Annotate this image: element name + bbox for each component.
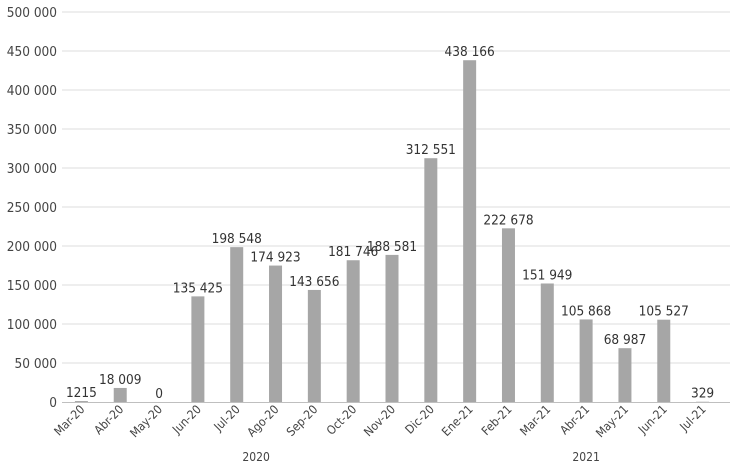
bar [269, 265, 283, 402]
bar [385, 254, 399, 402]
bar [463, 60, 477, 402]
x-tick-label: Oct-20 [324, 402, 360, 438]
data-label: 151 949 [522, 267, 572, 283]
x-tick-label: Abr-20 [91, 402, 126, 437]
x-tick-label: Abr-21 [557, 402, 592, 437]
y-tick-label: 450 000 [7, 44, 57, 60]
y-tick-label: 250 000 [7, 200, 57, 216]
x-tick-label: Jul-21 [676, 402, 708, 434]
y-tick-label: 500 000 [7, 5, 57, 21]
bar [618, 348, 632, 402]
y-tick-label: 50 000 [15, 356, 57, 372]
data-label: 222 678 [483, 212, 533, 228]
x-tick-label: Jun-21 [635, 402, 670, 437]
x-tick-label: May-21 [593, 402, 631, 440]
x-tick-label: Jul-20 [211, 402, 243, 434]
data-label: 143 656 [289, 274, 339, 290]
y-tick-label: 200 000 [7, 239, 57, 255]
x-axis-tick-labels: Mar-20 Abr-20 May-20 Jun-20 Jul-20 Ago-20 Sep-… [51, 402, 708, 440]
data-label: 105 868 [561, 303, 611, 319]
bar [74, 401, 88, 402]
data-label: 0 [155, 386, 163, 402]
x-tick-label: Ago-20 [244, 402, 281, 439]
data-label: 18 009 [99, 372, 141, 388]
bar [424, 158, 438, 402]
bar [307, 289, 321, 402]
x-tick-label: Sep-20 [284, 402, 321, 439]
y-tick-label: 350 000 [7, 122, 57, 138]
y-tick-label: 100 000 [7, 317, 57, 333]
x-tick-label: Ene-21 [439, 402, 476, 439]
bar [540, 283, 554, 402]
data-label: 438 166 [445, 44, 495, 60]
data-label: 329 [691, 386, 714, 402]
x-tick-label: Jun-20 [169, 402, 204, 437]
y-tick-label: 0 [49, 395, 57, 411]
data-label: 105 527 [639, 304, 689, 320]
year-group-labels: 2020 2021 [242, 450, 599, 464]
bars [74, 60, 710, 402]
data-label: 181 746 [328, 244, 378, 260]
y-tick-label: 150 000 [7, 278, 57, 294]
bar [113, 387, 127, 402]
bar [501, 228, 515, 402]
data-label: 188 581 [367, 239, 417, 255]
y-tick-label: 300 000 [7, 161, 57, 177]
bar [346, 260, 360, 402]
y-axis-tick-labels: 0 50 000 100 000 150 000 200 000 250 000 300 0… [7, 5, 57, 411]
data-label: 68 987 [604, 332, 646, 348]
x-tick-label: Nov-20 [361, 402, 398, 439]
data-label: 174 923 [250, 250, 300, 266]
data-label: 198 548 [212, 231, 262, 247]
bar [230, 247, 244, 402]
data-label: 135 425 [173, 280, 223, 296]
x-tick-label: Dic-20 [402, 402, 437, 437]
bar [579, 319, 593, 402]
x-tick-label: Feb-21 [479, 402, 515, 438]
x-tick-label: May-20 [127, 402, 165, 440]
data-label: 1215 [66, 385, 97, 401]
data-label: 312 551 [406, 142, 456, 158]
year-label: 2020 [242, 450, 270, 464]
x-tick-label: Mar-21 [517, 402, 553, 438]
y-tick-label: 400 000 [7, 83, 57, 99]
gridlines [62, 11, 730, 364]
year-label: 2021 [572, 450, 599, 464]
bar [657, 319, 671, 402]
bar [191, 296, 205, 402]
